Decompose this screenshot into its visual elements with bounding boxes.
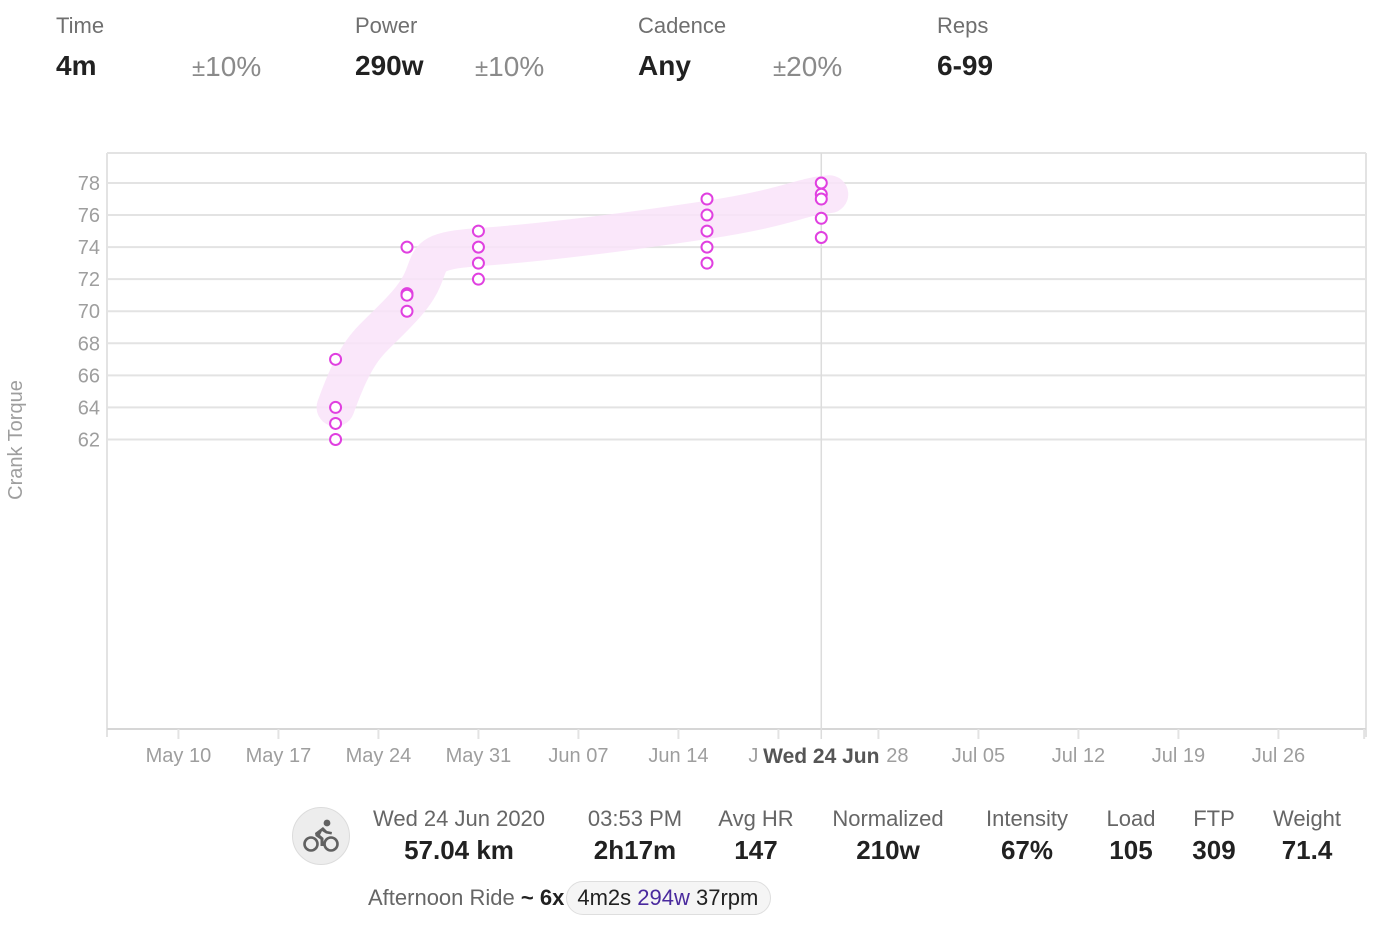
data-point[interactable] <box>700 192 714 206</box>
plus-minus-icon: ± <box>192 55 206 82</box>
interval-reps: 6x <box>539 885 565 910</box>
crank-torque-chart[interactable]: Crank Torque 62 64 66 68 70 72 74 76 78 May 10 May… <box>0 140 1386 780</box>
hover-date-label-bg <box>757 740 886 770</box>
y-tick-label: 70 <box>78 301 100 323</box>
filter-reps-value[interactable]: 6-99 <box>937 50 994 81</box>
activity-name-link[interactable]: Afternoon Ride <box>368 885 515 910</box>
filter-cadence-value[interactable]: Any <box>638 50 691 81</box>
x-tick-label: Jun 14 <box>648 745 708 767</box>
x-tick-label: May 17 <box>246 745 312 767</box>
stat-avg-hr: Avg HR 147 <box>718 806 794 865</box>
data-point[interactable] <box>400 240 414 254</box>
y-tick-label: 76 <box>78 205 100 227</box>
data-point[interactable] <box>329 432 343 446</box>
filter-reps-label: Reps <box>937 13 989 38</box>
x-tick-label: May 10 <box>146 745 212 767</box>
plus-minus-icon: ± <box>773 55 787 82</box>
activity-summary[interactable]: Wed 24 Jun 2020 57.04 km 03:53 PM 2h17m … <box>0 795 1386 932</box>
filter-time[interactable]: Time 4m ±10% <box>56 12 261 84</box>
filter-cadence-tolerance[interactable]: ±20% <box>773 51 843 82</box>
plus-minus-icon: ± <box>475 55 489 82</box>
filter-power[interactable]: Power 290w ±10% <box>355 12 544 84</box>
data-point[interactable] <box>700 208 714 222</box>
filter-reps[interactable]: Reps 6-99 <box>937 12 993 84</box>
activity-distance: 57.04 km <box>404 835 514 865</box>
hover-date-label: Wed 24 Jun <box>763 745 879 768</box>
stat-load: Load 105 <box>1106 806 1156 865</box>
data-point[interactable] <box>400 304 414 318</box>
y-tick-label: 74 <box>78 237 100 259</box>
activity-date: Wed 24 Jun 2020 <box>372 806 546 831</box>
filter-cadence[interactable]: Cadence Any ±20% <box>638 12 842 84</box>
chart-canvas[interactable]: 62 64 66 68 70 72 74 76 78 May 10 May 17 May 24 May … <box>0 140 1386 780</box>
x-tick-label: Jul 19 <box>1152 745 1205 767</box>
y-tick-label: 68 <box>78 333 100 355</box>
stat-weight: Weight 71.4 <box>1272 806 1342 865</box>
data-point[interactable] <box>471 240 485 254</box>
data-point[interactable] <box>329 400 343 414</box>
data-point[interactable] <box>814 211 828 225</box>
filter-time-label: Time <box>56 13 105 38</box>
interval-chip[interactable]: 4m2s 294w 37rpm <box>566 881 772 915</box>
y-tick-label: 64 <box>78 397 100 419</box>
data-point[interactable] <box>471 256 485 270</box>
data-point[interactable] <box>814 231 828 245</box>
filter-time-tolerance[interactable]: ±10% <box>192 51 262 82</box>
interval-cadence: 37rpm <box>696 885 759 910</box>
data-point[interactable] <box>814 176 828 190</box>
y-tick-label: 78 <box>78 173 100 195</box>
filter-time-value[interactable]: 4m <box>56 50 97 81</box>
data-point[interactable] <box>471 224 485 238</box>
y-tick-label: 62 <box>78 429 100 451</box>
x-tick-label: Jun 07 <box>548 745 608 767</box>
x-tick-label: Jul 05 <box>952 745 1005 767</box>
data-point[interactable] <box>329 352 343 366</box>
x-tick-label: Jul 12 <box>1052 745 1105 767</box>
activity-duration: 2h17m <box>593 835 677 865</box>
x-tick-label: May 24 <box>346 745 412 767</box>
filter-power-tolerance[interactable]: ±10% <box>475 51 545 82</box>
data-point[interactable] <box>700 224 714 238</box>
y-tick-label: 66 <box>78 365 100 387</box>
stat-intensity: Intensity 67% <box>986 806 1068 865</box>
data-point[interactable] <box>814 192 828 206</box>
stat-normalized: Normalized 210w <box>832 806 944 865</box>
data-point[interactable] <box>400 288 414 302</box>
activity-start-time: 03:53 PM <box>587 806 683 831</box>
stat-time-duration: 03:53 PM 2h17m <box>578 805 692 867</box>
x-tick-label: May 31 <box>446 745 512 767</box>
filter-power-value[interactable]: 290w <box>355 50 424 81</box>
activity-intervals-line: Afternoon Ride ~ 6x 4m2s 294w 37rpm <box>368 881 772 915</box>
interval-power: 294w <box>637 885 690 910</box>
filter-cadence-label: Cadence <box>638 13 727 38</box>
stat-ftp: FTP 309 <box>1192 806 1236 865</box>
filter-power-label: Power <box>355 13 418 38</box>
data-point[interactable] <box>700 240 714 254</box>
trend-band <box>316 175 849 427</box>
separator: ~ <box>520 885 534 910</box>
data-point[interactable] <box>471 272 485 286</box>
stat-date-distance: Wed 24 Jun 2020 57.04 km <box>366 805 552 867</box>
data-point[interactable] <box>700 256 714 270</box>
bicycle-icon <box>303 819 339 852</box>
y-tick-label: 72 <box>78 269 100 291</box>
data-point[interactable] <box>329 416 343 430</box>
activity-type-badge <box>292 807 350 865</box>
interval-duration: 4m2s <box>577 885 632 910</box>
interval-filters: Time 4m ±10% Power 290w ±10% Cadence Any… <box>0 0 1386 110</box>
x-tick-label: Jul 26 <box>1252 745 1305 767</box>
